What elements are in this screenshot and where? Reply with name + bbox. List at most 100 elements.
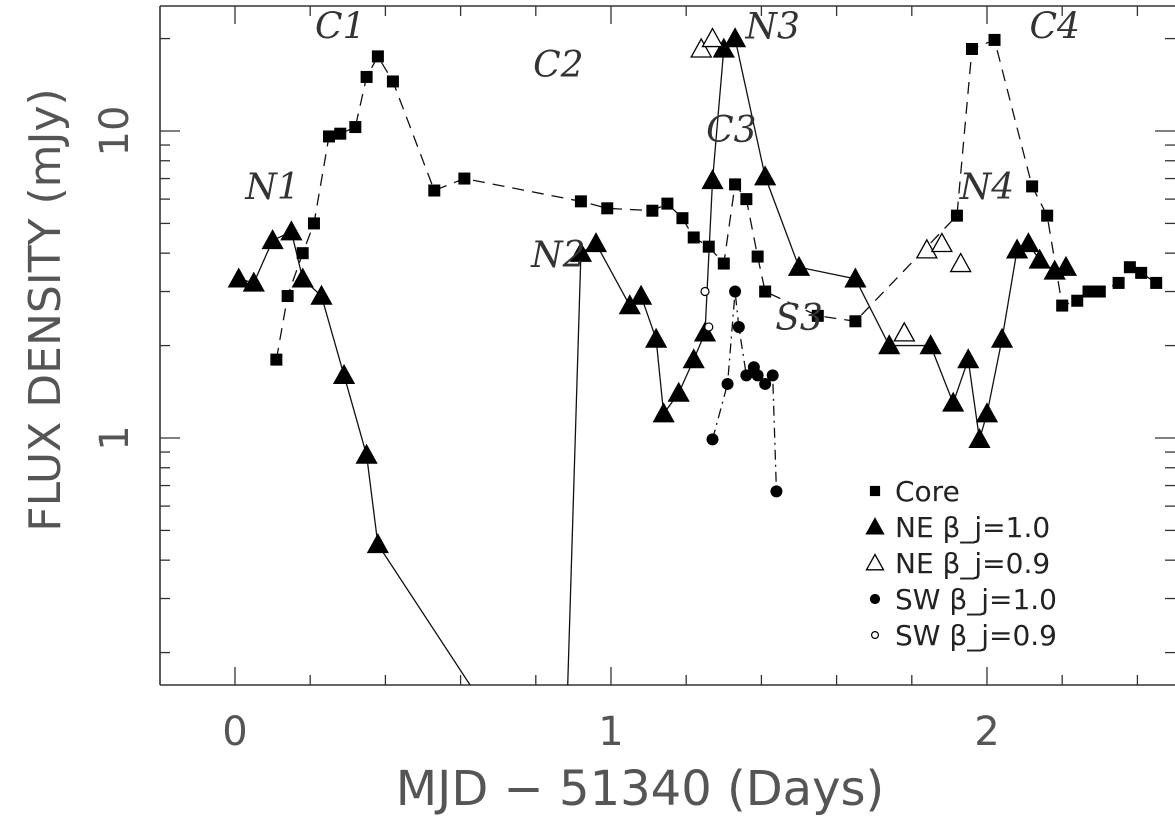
data-point <box>968 428 991 448</box>
legend-entry: NE β_j=1.0 <box>895 511 1050 544</box>
data-point <box>759 285 772 298</box>
data-point <box>893 321 916 342</box>
legend-marker <box>869 485 881 497</box>
data-point <box>690 37 713 58</box>
series-annotation: C3 <box>706 110 756 151</box>
data-point <box>729 178 742 191</box>
data-point <box>281 290 294 303</box>
series-annotation: C2 <box>533 45 583 86</box>
y-tick-label: 1 <box>92 425 138 450</box>
series-annotation: S3 <box>775 298 823 339</box>
data-point <box>990 327 1014 348</box>
data-point <box>227 267 250 288</box>
data-point <box>721 377 734 390</box>
x-tick-label: 1 <box>598 709 623 755</box>
data-point <box>645 327 668 348</box>
x-tick-label: 0 <box>222 709 247 755</box>
series-annotation: N3 <box>744 7 799 48</box>
data-point <box>428 184 441 197</box>
data-point <box>1112 276 1125 289</box>
series-annotation: C1 <box>315 7 365 48</box>
data-point <box>323 130 335 143</box>
data-point <box>360 70 373 83</box>
data-point <box>693 321 717 342</box>
legend-marker <box>865 553 885 571</box>
data-point <box>975 402 999 423</box>
data-point <box>1028 248 1051 269</box>
data-point <box>1093 285 1106 298</box>
series-line <box>275 39 1157 360</box>
data-point <box>280 220 303 241</box>
data-point <box>717 257 730 270</box>
data-point <box>629 284 653 305</box>
data-point <box>700 286 710 297</box>
data-point <box>310 284 333 305</box>
annotations: C1 C2 C3 C4 N1 N2 N3 N4 S3 <box>244 7 1080 339</box>
data-point <box>307 217 320 230</box>
data-point <box>701 27 724 48</box>
data-point <box>729 285 742 298</box>
legend-entry: Core <box>895 475 960 508</box>
data-point <box>740 193 753 206</box>
data-point <box>661 197 674 210</box>
data-point <box>676 212 689 225</box>
data-point <box>754 165 777 186</box>
data-point <box>270 353 283 366</box>
data-point <box>574 195 587 208</box>
data-point <box>849 315 862 328</box>
legend-entry: NE β_j=0.9 <box>895 547 1050 580</box>
data-point <box>1017 232 1040 253</box>
data-point <box>878 334 901 355</box>
data-point <box>740 369 753 382</box>
data-point <box>712 37 735 58</box>
data-point <box>334 127 347 140</box>
data-point <box>687 231 700 244</box>
data-point <box>732 320 745 333</box>
data-point <box>950 209 963 222</box>
data-point <box>1054 255 1078 276</box>
data-point <box>702 240 715 253</box>
series-annotation: N1 <box>244 167 299 208</box>
y-axis-label: FLUX DENSITY (mJy) <box>20 88 71 531</box>
data-point <box>667 381 690 402</box>
data-point <box>957 348 980 369</box>
data-point <box>930 232 953 253</box>
data-point <box>332 363 356 384</box>
data-point <box>242 271 265 292</box>
series-annotation: N2 <box>530 235 585 276</box>
axis-labels: MJD − 51340 (Days) FLUX DENSITY (mJy) <box>20 88 884 817</box>
data-point <box>942 391 965 412</box>
data-point <box>701 169 724 190</box>
data-point <box>682 348 705 369</box>
x-axis-label: MJD − 51340 (Days) <box>396 761 884 817</box>
data-point <box>704 322 714 332</box>
legend-entry: SW β_j=1.0 <box>895 583 1057 616</box>
data-point <box>1150 276 1163 289</box>
y-tick-label: 10 <box>92 106 138 157</box>
data-point <box>1123 261 1136 274</box>
series-annotation: C4 <box>1029 7 1079 48</box>
legend-marker <box>870 630 879 639</box>
legend-marker <box>869 593 881 605</box>
data-point <box>458 172 471 185</box>
data-point <box>1135 266 1148 279</box>
data-point <box>1026 180 1039 193</box>
axis-ticks: 0 1 2 1 10 <box>92 6 1175 755</box>
data-point <box>766 369 779 382</box>
legend-entry: SW β_j=0.9 <box>895 619 1057 652</box>
data-point <box>296 247 309 260</box>
data-point <box>988 33 1001 46</box>
series-markers <box>227 27 1163 554</box>
series-line <box>711 291 778 492</box>
x-tick-label: 2 <box>974 709 999 755</box>
data-point <box>770 485 783 498</box>
data-point <box>751 369 764 382</box>
data-point <box>652 402 675 423</box>
data-point <box>1056 299 1069 312</box>
data-point <box>723 27 747 48</box>
data-point <box>349 121 362 134</box>
data-point <box>919 334 942 355</box>
data-point <box>751 250 764 263</box>
